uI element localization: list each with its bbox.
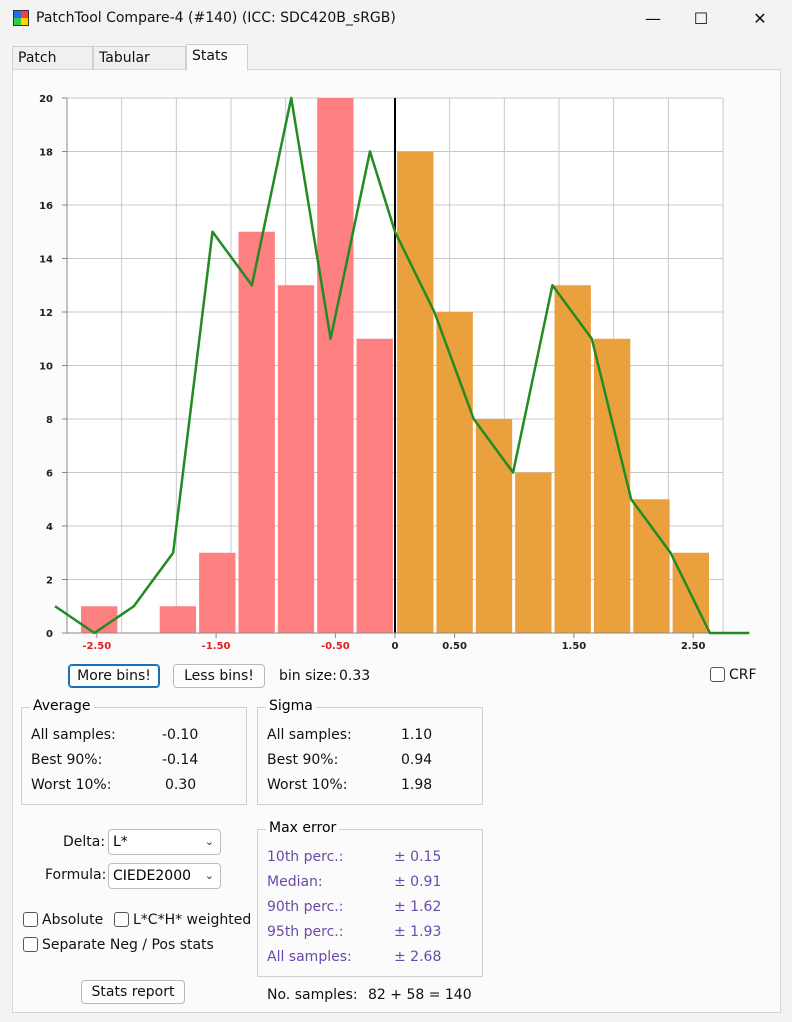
x-tick-label: -1.50 <box>202 641 231 650</box>
max-error-p90-label: 90th perc.: <box>267 899 344 915</box>
lch-weighted-checkbox[interactable] <box>114 912 129 927</box>
bin-size-label: bin size: <box>279 668 337 684</box>
histogram-bar <box>633 499 670 633</box>
y-tick-label: 14 <box>39 255 53 266</box>
formula-select[interactable]: CIEDE2000 ⌄ <box>108 863 221 889</box>
less-bins-button[interactable]: Less bins! <box>173 664 265 688</box>
stats-panel: 0 2 4 6 8 10 12 14 16 18 20 -2.50 -1.50 -0.50 0 0.50 1.5… <box>12 69 781 1013</box>
formula-label: Formula: <box>45 867 107 883</box>
separate-stats-checkbox[interactable] <box>23 937 38 952</box>
max-error-p10-label: 10th perc.: <box>267 849 344 865</box>
sigma-all-label: All samples: <box>267 727 352 743</box>
chevron-down-icon: ⌄ <box>204 869 214 882</box>
sigma-all-value: 1.10 <box>401 727 433 743</box>
app-icon <box>13 10 29 26</box>
x-tick-label: -0.50 <box>321 641 350 650</box>
window-title: PatchTool Compare-4 (#140) (ICC: SDC420B… <box>36 10 396 26</box>
histogram-bar <box>475 419 513 633</box>
average-worst-value: 0.30 <box>165 777 197 793</box>
max-error-all-label: All samples: <box>267 949 352 965</box>
average-all-value: -0.10 <box>162 727 199 743</box>
samples-label: No. samples: <box>267 987 358 1003</box>
histogram-bar <box>277 285 315 633</box>
samples-value: 82 + 58 = 140 <box>368 987 472 1003</box>
max-error-all-value: ± 2.68 <box>394 949 442 965</box>
average-title: Average <box>30 698 94 714</box>
delta-select-value: L* <box>113 834 128 850</box>
average-best-value: -0.14 <box>162 752 199 768</box>
average-group: Average All samples: -0.10 Best 90%: -0.… <box>21 698 247 805</box>
histogram-bar <box>238 231 275 633</box>
x-tick-label: 0 <box>392 641 399 650</box>
max-error-p10-value: ± 0.15 <box>394 849 442 865</box>
delta-select[interactable]: L* ⌄ <box>108 829 221 855</box>
sigma-title: Sigma <box>266 698 316 714</box>
sigma-group: Sigma All samples: 1.10 Best 90%: 0.94 W… <box>257 698 483 805</box>
histogram-bar <box>199 552 236 633</box>
chevron-down-icon: ⌄ <box>204 835 214 848</box>
x-tick-label: 0.50 <box>442 641 467 650</box>
sigma-worst-label: Worst 10%: <box>267 777 348 793</box>
histogram-bar <box>397 151 434 633</box>
histogram-bar <box>515 472 552 633</box>
y-tick-label: 8 <box>46 415 53 426</box>
bin-size-value: 0.33 <box>339 668 371 684</box>
y-tick-label: 20 <box>39 94 53 105</box>
x-tick-label: -2.50 <box>82 641 111 650</box>
sigma-best-label: Best 90%: <box>267 752 339 768</box>
lch-weighted-label: L*C*H* weighted <box>133 912 252 928</box>
crf-checkbox[interactable] <box>710 667 725 682</box>
histogram-bar <box>436 312 473 633</box>
tab-patch-view[interactable]: Patch view <box>12 46 93 88</box>
histogram-bar <box>159 606 197 633</box>
y-tick-label: 16 <box>39 201 53 212</box>
tab-stats[interactable]: Stats <box>186 44 248 71</box>
absolute-checkbox[interactable] <box>23 912 38 927</box>
y-tick-label: 4 <box>46 522 53 533</box>
max-error-p95-label: 95th perc.: <box>267 924 344 940</box>
stats-report-button[interactable]: Stats report <box>81 980 185 1004</box>
average-best-label: Best 90%: <box>31 752 103 768</box>
y-tick-label: 18 <box>39 148 53 159</box>
minimize-button[interactable]: — <box>645 9 661 28</box>
histogram-bar <box>593 338 631 633</box>
max-error-group: Max error 10th perc.: ± 0.15 Median: ± 0… <box>257 820 483 977</box>
maximize-button[interactable]: ☐ <box>693 9 709 28</box>
max-error-p90-value: ± 1.62 <box>394 899 442 915</box>
histogram-bar <box>554 285 591 633</box>
average-worst-label: Worst 10%: <box>31 777 112 793</box>
x-tick-label: 1.50 <box>562 641 587 650</box>
max-error-title: Max error <box>266 820 340 836</box>
y-tick-label: 0 <box>46 629 53 640</box>
max-error-median-value: ± 0.91 <box>394 874 442 890</box>
absolute-label: Absolute <box>42 912 104 928</box>
distribution-curve <box>54 96 750 635</box>
average-all-label: All samples: <box>31 727 116 743</box>
close-button[interactable]: ✕ <box>753 9 767 28</box>
max-error-p95-value: ± 1.93 <box>394 924 442 940</box>
x-tick-label: 2.50 <box>681 641 706 650</box>
crf-label: CRF <box>729 667 757 683</box>
y-tick-label: 2 <box>46 576 53 587</box>
y-tick-label: 10 <box>39 362 53 373</box>
histogram-bar <box>356 338 393 633</box>
sigma-best-value: 0.94 <box>401 752 433 768</box>
histogram-chart: 0 2 4 6 8 10 12 14 16 18 20 -2.50 -1.50 -0.50 0 0.50 1.5… <box>39 94 750 650</box>
more-bins-button[interactable]: More bins! <box>68 664 160 688</box>
delta-label: Delta: <box>63 834 106 850</box>
max-error-median-label: Median: <box>267 874 323 890</box>
tab-tabular-data[interactable]: Tabular data <box>93 46 186 88</box>
title-bar: PatchTool Compare-4 (#140) (ICC: SDC420B… <box>0 0 792 38</box>
formula-select-value: CIEDE2000 <box>113 868 192 884</box>
histogram-bar <box>317 98 354 633</box>
y-tick-label: 12 <box>39 308 53 319</box>
y-tick-label: 6 <box>46 469 53 480</box>
sigma-worst-value: 1.98 <box>401 777 433 793</box>
separate-stats-label: Separate Neg / Pos stats <box>42 937 214 953</box>
